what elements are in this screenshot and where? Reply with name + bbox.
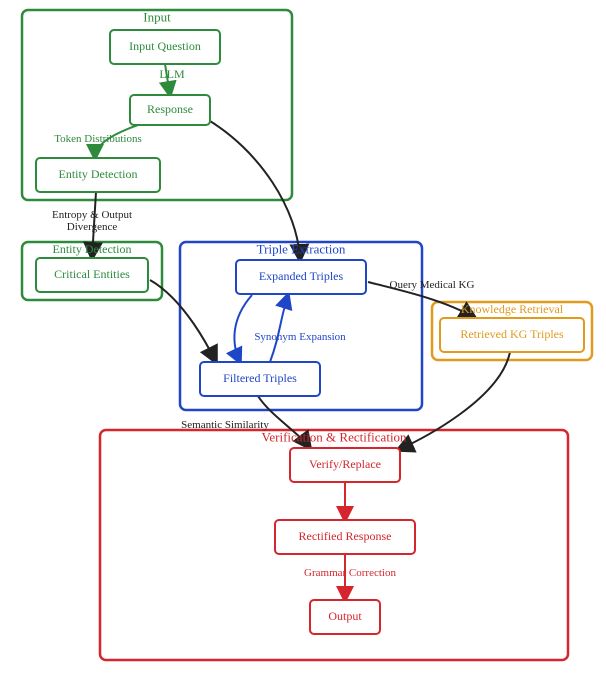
edge-kgtrip-verifyr xyxy=(398,352,510,450)
node-label-entbox: Entity Detection xyxy=(59,167,138,181)
node-label-verifyr: Verify/Replace xyxy=(309,457,381,471)
node-label-filttrip: Filtered Triples xyxy=(223,371,297,385)
edge-label-2-0: Entropy & Output xyxy=(52,209,132,221)
edge-label-7-0: Query Medical KG xyxy=(390,279,475,291)
container-title-triple: Triple Extraction xyxy=(257,242,346,257)
edge-label-0-0: LLM xyxy=(159,67,185,81)
node-label-output: Output xyxy=(328,609,362,623)
container-title-entdet: Entity Detection xyxy=(53,242,132,256)
container-title-kretr: Knowledge Retrieval xyxy=(461,302,564,316)
edge-filttrip-exptrip xyxy=(270,295,288,362)
node-label-exptrip: Expanded Triples xyxy=(259,269,344,283)
flowchart-canvas: Input Question Response Entity Detection Cr… xyxy=(0,0,606,673)
edge-label-2-1: Divergence xyxy=(67,221,118,233)
node-label-critent: Critical Entities xyxy=(54,267,130,281)
edge-label-6-0: Synonym Expansion xyxy=(254,331,346,343)
node-label-inputq: Input Question xyxy=(129,39,201,53)
container-title-verify: Verification & Rectification xyxy=(261,430,407,445)
edge-label-1-0: Token Distributions xyxy=(54,133,142,145)
container-title-input: Input xyxy=(143,10,171,25)
edge-exptrip-filttrip xyxy=(234,295,252,362)
node-label-rectresp: Rectified Response xyxy=(299,529,392,543)
node-label-kgtrip: Retrieved KG Triples xyxy=(460,327,564,341)
edge-label-11-0: Grammar Correction xyxy=(304,567,396,579)
node-label-response: Response xyxy=(147,102,193,116)
edge-critent-filttrip xyxy=(150,280,216,362)
edge-response-exptrip xyxy=(205,118,300,260)
edge-label-8-0: Semantic Similarity xyxy=(181,419,269,431)
